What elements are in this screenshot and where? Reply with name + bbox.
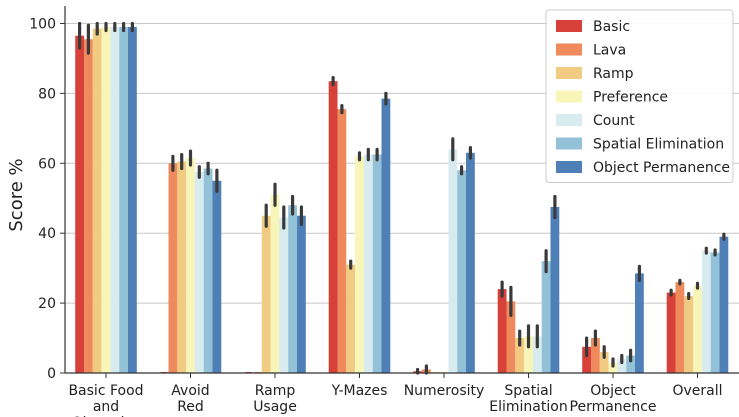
bar [582,346,591,373]
legend-label: Object Permanence [593,160,730,176]
bar [92,28,102,373]
x-tick-label: Elimination [489,399,567,415]
bar [84,39,93,373]
x-tick-label: Ramp [255,383,296,399]
x-tick-label: and [93,399,119,415]
legend-swatch [556,43,582,56]
legend-label: Ramp [593,66,634,82]
x-tick-label: Obstacles [72,415,141,417]
bar [194,172,204,373]
error-bars [77,21,726,375]
legend-swatch [556,67,582,79]
bar [506,301,516,373]
legend-label: Preference [593,90,668,106]
legend: Basic Lava Ramp Preference Count Spatial Elim… [545,9,734,183]
x-tick-label: Spatial [504,383,552,399]
y-axis-title: Score % [6,158,27,231]
bar [719,236,729,373]
bar [457,170,466,373]
bar [270,194,280,373]
y-tick-label: 20 [38,296,56,312]
bar [346,264,356,373]
bar [119,26,128,373]
y-tick-label: 60 [38,156,56,172]
x-tick-label: Usage [253,399,297,415]
legend-label: Count [593,113,635,129]
bar [515,338,525,373]
bar [617,359,627,373]
bar [328,81,338,374]
bar [101,26,111,373]
legend-label: Lava [593,43,626,59]
bar [524,336,533,373]
x-tick-label: Numerosity [404,383,485,399]
bar [279,217,289,373]
bar [666,292,676,373]
bar [372,154,382,373]
y-tick-label: 0 [47,366,56,382]
legend-swatch [556,20,582,32]
bar [693,285,702,373]
y-tick-label: 40 [38,226,56,242]
bar [710,252,720,373]
x-tick-label: Avoid [171,383,209,399]
bar [128,26,137,373]
bar [626,355,635,373]
bar [532,336,542,373]
bar [363,154,373,373]
bar [177,161,187,373]
bar [110,26,120,373]
legend-swatch [556,137,582,150]
x-tick-label: Overall [672,383,722,399]
bar [212,180,222,373]
x-tick-label: Basic Food [68,383,143,399]
bar [497,289,507,373]
bar [75,35,84,373]
y-tick-label: 80 [38,86,56,102]
legend-swatch [556,161,582,173]
x-tick-label: Object [590,383,636,399]
bar [675,282,685,373]
bar [599,352,609,373]
legend-label: Basic [593,19,630,35]
bar [684,296,694,373]
legend-swatch [556,114,582,126]
y-tick-label: 100 [29,16,56,32]
x-tick-label: Red [177,399,204,415]
legend-label: Spatial Elimination [593,137,724,153]
bar [203,168,213,373]
bar [701,250,711,373]
bar [550,206,560,373]
legend-swatch [556,90,582,103]
bar [337,109,347,373]
bar [541,261,551,373]
bar [168,163,178,373]
axes [60,6,739,378]
x-tick-label: Y-Mazes [331,383,388,399]
bar [381,98,391,373]
bar [297,215,306,373]
x-tick-label: Permanence [570,399,657,415]
bar [355,156,364,373]
bar [288,205,297,373]
bar [608,362,618,373]
bar [448,149,458,373]
bar [186,158,195,373]
bar [261,215,271,373]
bar [591,338,600,373]
bar [635,273,644,373]
bar [466,152,475,373]
legend-box [545,9,734,183]
bars [75,26,729,374]
